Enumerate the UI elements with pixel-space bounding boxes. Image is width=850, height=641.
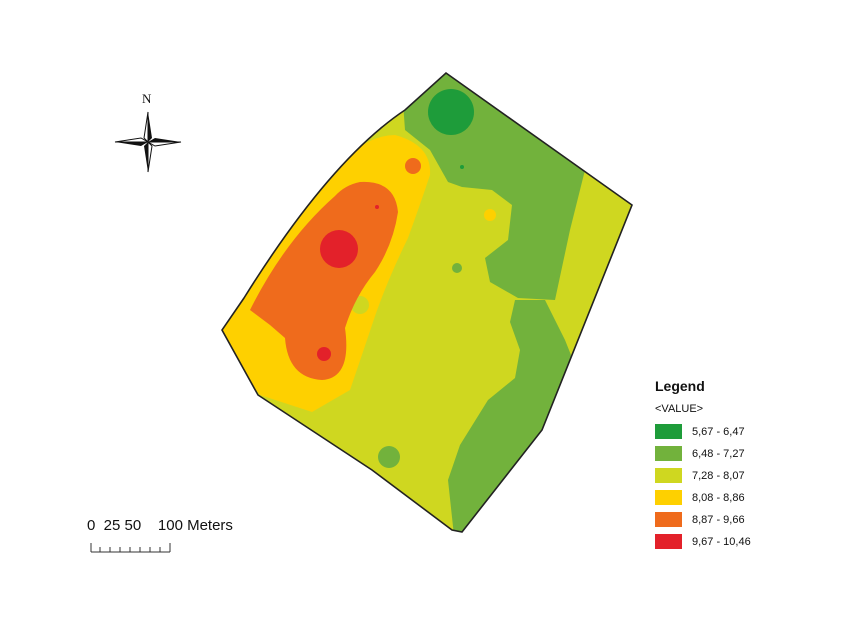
zone-9-67-10-46-main — [320, 230, 358, 268]
zone-9-67-10-46-south — [317, 347, 331, 361]
legend-title: Legend — [655, 378, 705, 394]
legend-swatch — [655, 512, 682, 527]
legend-swatch — [655, 468, 682, 483]
zone-8-87-9-66 — [250, 181, 398, 380]
legend-field: <VALUE> — [655, 403, 704, 415]
zone-9-67-10-46-dot — [375, 205, 379, 209]
field-boundary — [221, 71, 633, 533]
legend-label: 5,67 - 6,47 — [692, 425, 745, 438]
compass-rose-icon — [114, 111, 182, 173]
zone-6-48-7-27-south — [448, 300, 575, 532]
zone-8-87-9-66-spot — [405, 158, 421, 174]
legend-label: 9,67 - 10,46 — [692, 535, 751, 548]
north-label: N — [142, 91, 152, 106]
zone-5-67-6-47-dot — [460, 165, 464, 169]
legend-label: 8,87 - 9,66 — [692, 513, 745, 526]
legend-label: 6,48 - 7,27 — [692, 447, 745, 460]
legend-items: 5,67 - 6,47 6,48 - 7,27 7,28 - 8,07 8,08… — [655, 422, 751, 551]
field-map — [222, 73, 632, 532]
legend-item: 8,87 - 9,66 — [655, 510, 751, 529]
legend-swatch — [655, 490, 682, 505]
legend-item: 5,67 - 6,47 — [655, 422, 751, 441]
scale-bar-label: 0 25 50 100 Meters — [87, 517, 233, 534]
zone-6-48-7-27-spot-center — [452, 263, 462, 273]
zone-8-08-8-86-spot — [484, 209, 496, 221]
legend-swatch — [655, 446, 682, 461]
zone-6-48-7-27-spot-south — [378, 446, 400, 468]
zone-5-67-6-47-north — [428, 89, 474, 135]
legend-swatch — [655, 534, 682, 549]
legend: Legend <VALUE> 5,67 - 6,47 6,48 - 7,27 7… — [655, 378, 751, 554]
scale-bar — [90, 543, 171, 553]
legend-item: 6,48 - 7,27 — [655, 444, 751, 463]
legend-label: 7,28 - 8,07 — [692, 469, 745, 482]
legend-item: 9,67 - 10,46 — [655, 532, 751, 551]
legend-label: 8,08 - 8,86 — [692, 491, 745, 504]
legend-item: 7,28 - 8,07 — [655, 466, 751, 485]
legend-swatch — [655, 424, 682, 439]
legend-item: 8,08 - 8,86 — [655, 488, 751, 507]
